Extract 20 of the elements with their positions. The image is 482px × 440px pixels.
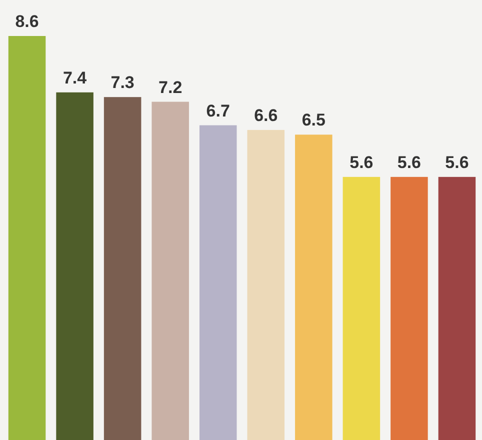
- data-label: 6.6: [254, 106, 278, 125]
- data-label: 8.6: [15, 12, 39, 31]
- data-label: 7.3: [110, 73, 134, 92]
- data-label: 7.4: [62, 68, 88, 88]
- data-label: 5.6: [445, 152, 469, 172]
- bar: [247, 130, 285, 440]
- bar: [8, 36, 46, 440]
- data-label: 7.2: [158, 78, 182, 97]
- bar: [342, 176, 380, 440]
- bar: [56, 92, 94, 440]
- data-label: 5.6: [397, 152, 422, 172]
- bar: [152, 102, 189, 440]
- data-label: 6.7: [206, 101, 230, 120]
- data-label: 6.5: [302, 110, 326, 130]
- bar: [104, 97, 142, 440]
- bar: [390, 176, 428, 440]
- bar: [295, 134, 332, 440]
- bar: [199, 125, 237, 440]
- bar: [438, 176, 476, 440]
- data-label: 5.6: [350, 152, 374, 172]
